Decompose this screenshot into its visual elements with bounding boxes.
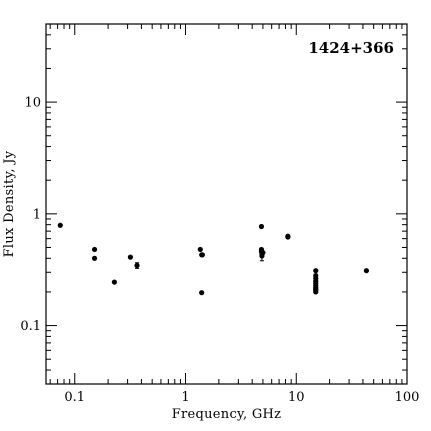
data-point xyxy=(57,222,63,228)
plot-frame xyxy=(45,23,408,385)
x-axis-label: Frequency, GHz xyxy=(172,407,282,422)
x-tick-label: 1 xyxy=(181,390,189,405)
data-points xyxy=(57,222,370,296)
x-tick-label: 100 xyxy=(395,390,420,405)
y-tick-label: 10 xyxy=(24,96,41,111)
data-point xyxy=(91,246,98,253)
data-point xyxy=(199,252,205,258)
x-tick-label: 0.1 xyxy=(64,390,85,405)
data-point xyxy=(313,289,319,295)
data-point xyxy=(127,254,133,260)
data-point xyxy=(91,255,98,261)
data-point xyxy=(258,223,265,230)
y-tick-label: 1 xyxy=(33,207,41,222)
data-point xyxy=(285,234,291,240)
data-point xyxy=(363,268,370,274)
data-point xyxy=(260,249,266,256)
x-tick-label: 10 xyxy=(288,390,305,405)
data-point xyxy=(134,262,140,269)
axis-tick-labels: 0.1 1 10 100 0.1 1 10 xyxy=(20,96,419,405)
y-axis-label: Flux Density, Jy xyxy=(2,150,17,257)
data-point xyxy=(313,268,319,274)
y-tick-label: 0.1 xyxy=(20,319,41,334)
data-point xyxy=(199,290,205,296)
data-point xyxy=(197,246,203,253)
chart-title: 1424+366 xyxy=(308,39,394,57)
data-point xyxy=(111,279,117,285)
axis-ticks xyxy=(46,23,408,385)
